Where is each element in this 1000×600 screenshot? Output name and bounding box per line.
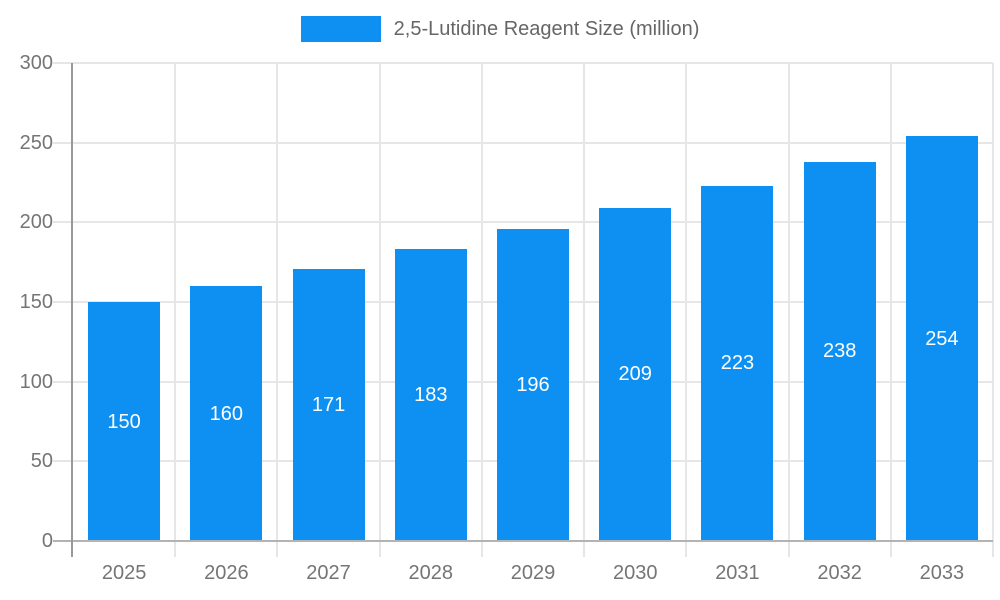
gridline-y-250 xyxy=(53,141,993,144)
y-tick-label: 250 xyxy=(19,131,53,154)
y-tick-label: 200 xyxy=(19,211,53,234)
x-tick-label: 2032 xyxy=(817,562,862,584)
bar-value-label: 183 xyxy=(414,384,448,407)
x-tick-label: 2027 xyxy=(306,562,351,584)
y-tick-label: 50 xyxy=(30,450,53,473)
gridline-x xyxy=(583,63,586,557)
bar-value-label: 160 xyxy=(209,402,244,425)
bar-value-label: 209 xyxy=(618,363,652,386)
chart-legend[interactable]: 2,5-Lutidine Reagent Size (million) xyxy=(0,16,1000,42)
gridline-x xyxy=(787,63,790,557)
y-tick-label: 100 xyxy=(19,370,53,393)
y-tick-label: 150 xyxy=(19,291,53,313)
x-tick-label: 2025 xyxy=(101,562,147,584)
x-tick-label: 2033 xyxy=(919,562,965,584)
gridline-y-200 xyxy=(53,221,993,224)
gridline-x xyxy=(174,63,177,557)
bar-value-label: 196 xyxy=(516,373,550,396)
bar-value-label: 238 xyxy=(822,340,857,363)
bar-2027 xyxy=(292,268,365,541)
bar-2025 xyxy=(88,302,161,541)
bar-value-label: 254 xyxy=(925,327,959,350)
y-tick-label: 300 xyxy=(19,52,53,74)
gridline-x xyxy=(685,63,688,557)
x-axis-line xyxy=(53,540,993,542)
x-tick-label: 2028 xyxy=(408,562,454,584)
y-tick-label: 0 xyxy=(41,530,53,552)
bar-value-label: 171 xyxy=(311,393,346,416)
bar-2030 xyxy=(599,207,672,541)
gridline-x xyxy=(992,63,994,557)
x-tick-label: 2031 xyxy=(715,562,760,584)
x-tick-label: 2030 xyxy=(612,562,658,584)
bar-2029 xyxy=(497,228,569,541)
x-tick-label: 2026 xyxy=(204,562,249,584)
x-tick-label: 2029 xyxy=(510,562,556,584)
gridline-x xyxy=(276,63,279,557)
bar-2031 xyxy=(701,185,774,541)
legend-swatch xyxy=(300,16,381,42)
gridline-x xyxy=(378,63,381,557)
bar-2028 xyxy=(394,249,467,541)
gridline-x xyxy=(889,63,892,557)
gridline-y-300 xyxy=(53,62,993,64)
bar-2032 xyxy=(803,161,876,541)
gridline-x xyxy=(480,63,483,557)
bar-2026 xyxy=(190,286,263,541)
bar-value-label: 223 xyxy=(720,352,755,375)
bar-2033 xyxy=(905,136,978,541)
bar-value-label: 150 xyxy=(107,410,141,433)
legend-label: 2,5-Lutidine Reagent Size (million) xyxy=(393,18,700,40)
y-axis-line xyxy=(71,63,73,557)
